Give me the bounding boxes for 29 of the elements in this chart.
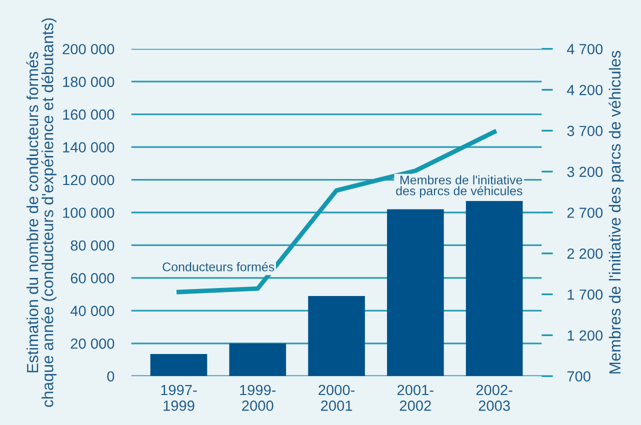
y2-tick-label: 2 200	[567, 248, 603, 259]
y2-tick-label: 4 700	[566, 44, 603, 54]
y2-tick-label: 1 200	[568, 330, 603, 341]
y-tick-label: 120 000	[63, 174, 114, 186]
y-tick-label: 100 000	[63, 208, 114, 218]
y-tick-label: 180 000	[63, 76, 114, 88]
y-tick-label: 40 000	[70, 306, 114, 316]
x-tick-label: 2000- 2001	[318, 384, 355, 411]
y2-tick-label: 3 200	[567, 166, 603, 178]
x-tick-label: 2001- 2002	[398, 384, 434, 411]
x-tick-label: 2002- 2003	[476, 384, 512, 411]
y-tick-label: 80 000	[70, 240, 114, 251]
y-axis-title: Estimation du nombre de conducteurs formés chaque année (conducteurs d'expérience et débutants)	[26, 18, 56, 407]
y2-tick-label: 2 700	[567, 208, 603, 218]
y2-tick-label: 4 200	[566, 84, 603, 96]
y-tick-label: 140 000	[63, 142, 114, 152]
x-tick-label: 1997- 1999	[161, 384, 197, 411]
y-tick-label: 0	[107, 371, 114, 382]
y2-tick-label: 1 700	[568, 289, 603, 300]
y2-tick-label: 3 700	[567, 126, 603, 136]
y-tick-label: 200 000	[62, 44, 114, 54]
y2-tick-label: 700	[567, 371, 590, 382]
x-tick-label: 1999- 2000	[240, 384, 276, 411]
y2-axis-title: Membres de l'initiative des parcs de véhicules	[608, 50, 624, 374]
series-label: Membres de l'initiative des parcs de véhicules	[396, 175, 522, 198]
y-tick-label: 20 000	[70, 338, 114, 349]
y-tick-label: 160 000	[63, 109, 114, 120]
series-label: Conducteurs formés	[162, 262, 274, 272]
y-tick-label: 60 000	[70, 273, 114, 284]
